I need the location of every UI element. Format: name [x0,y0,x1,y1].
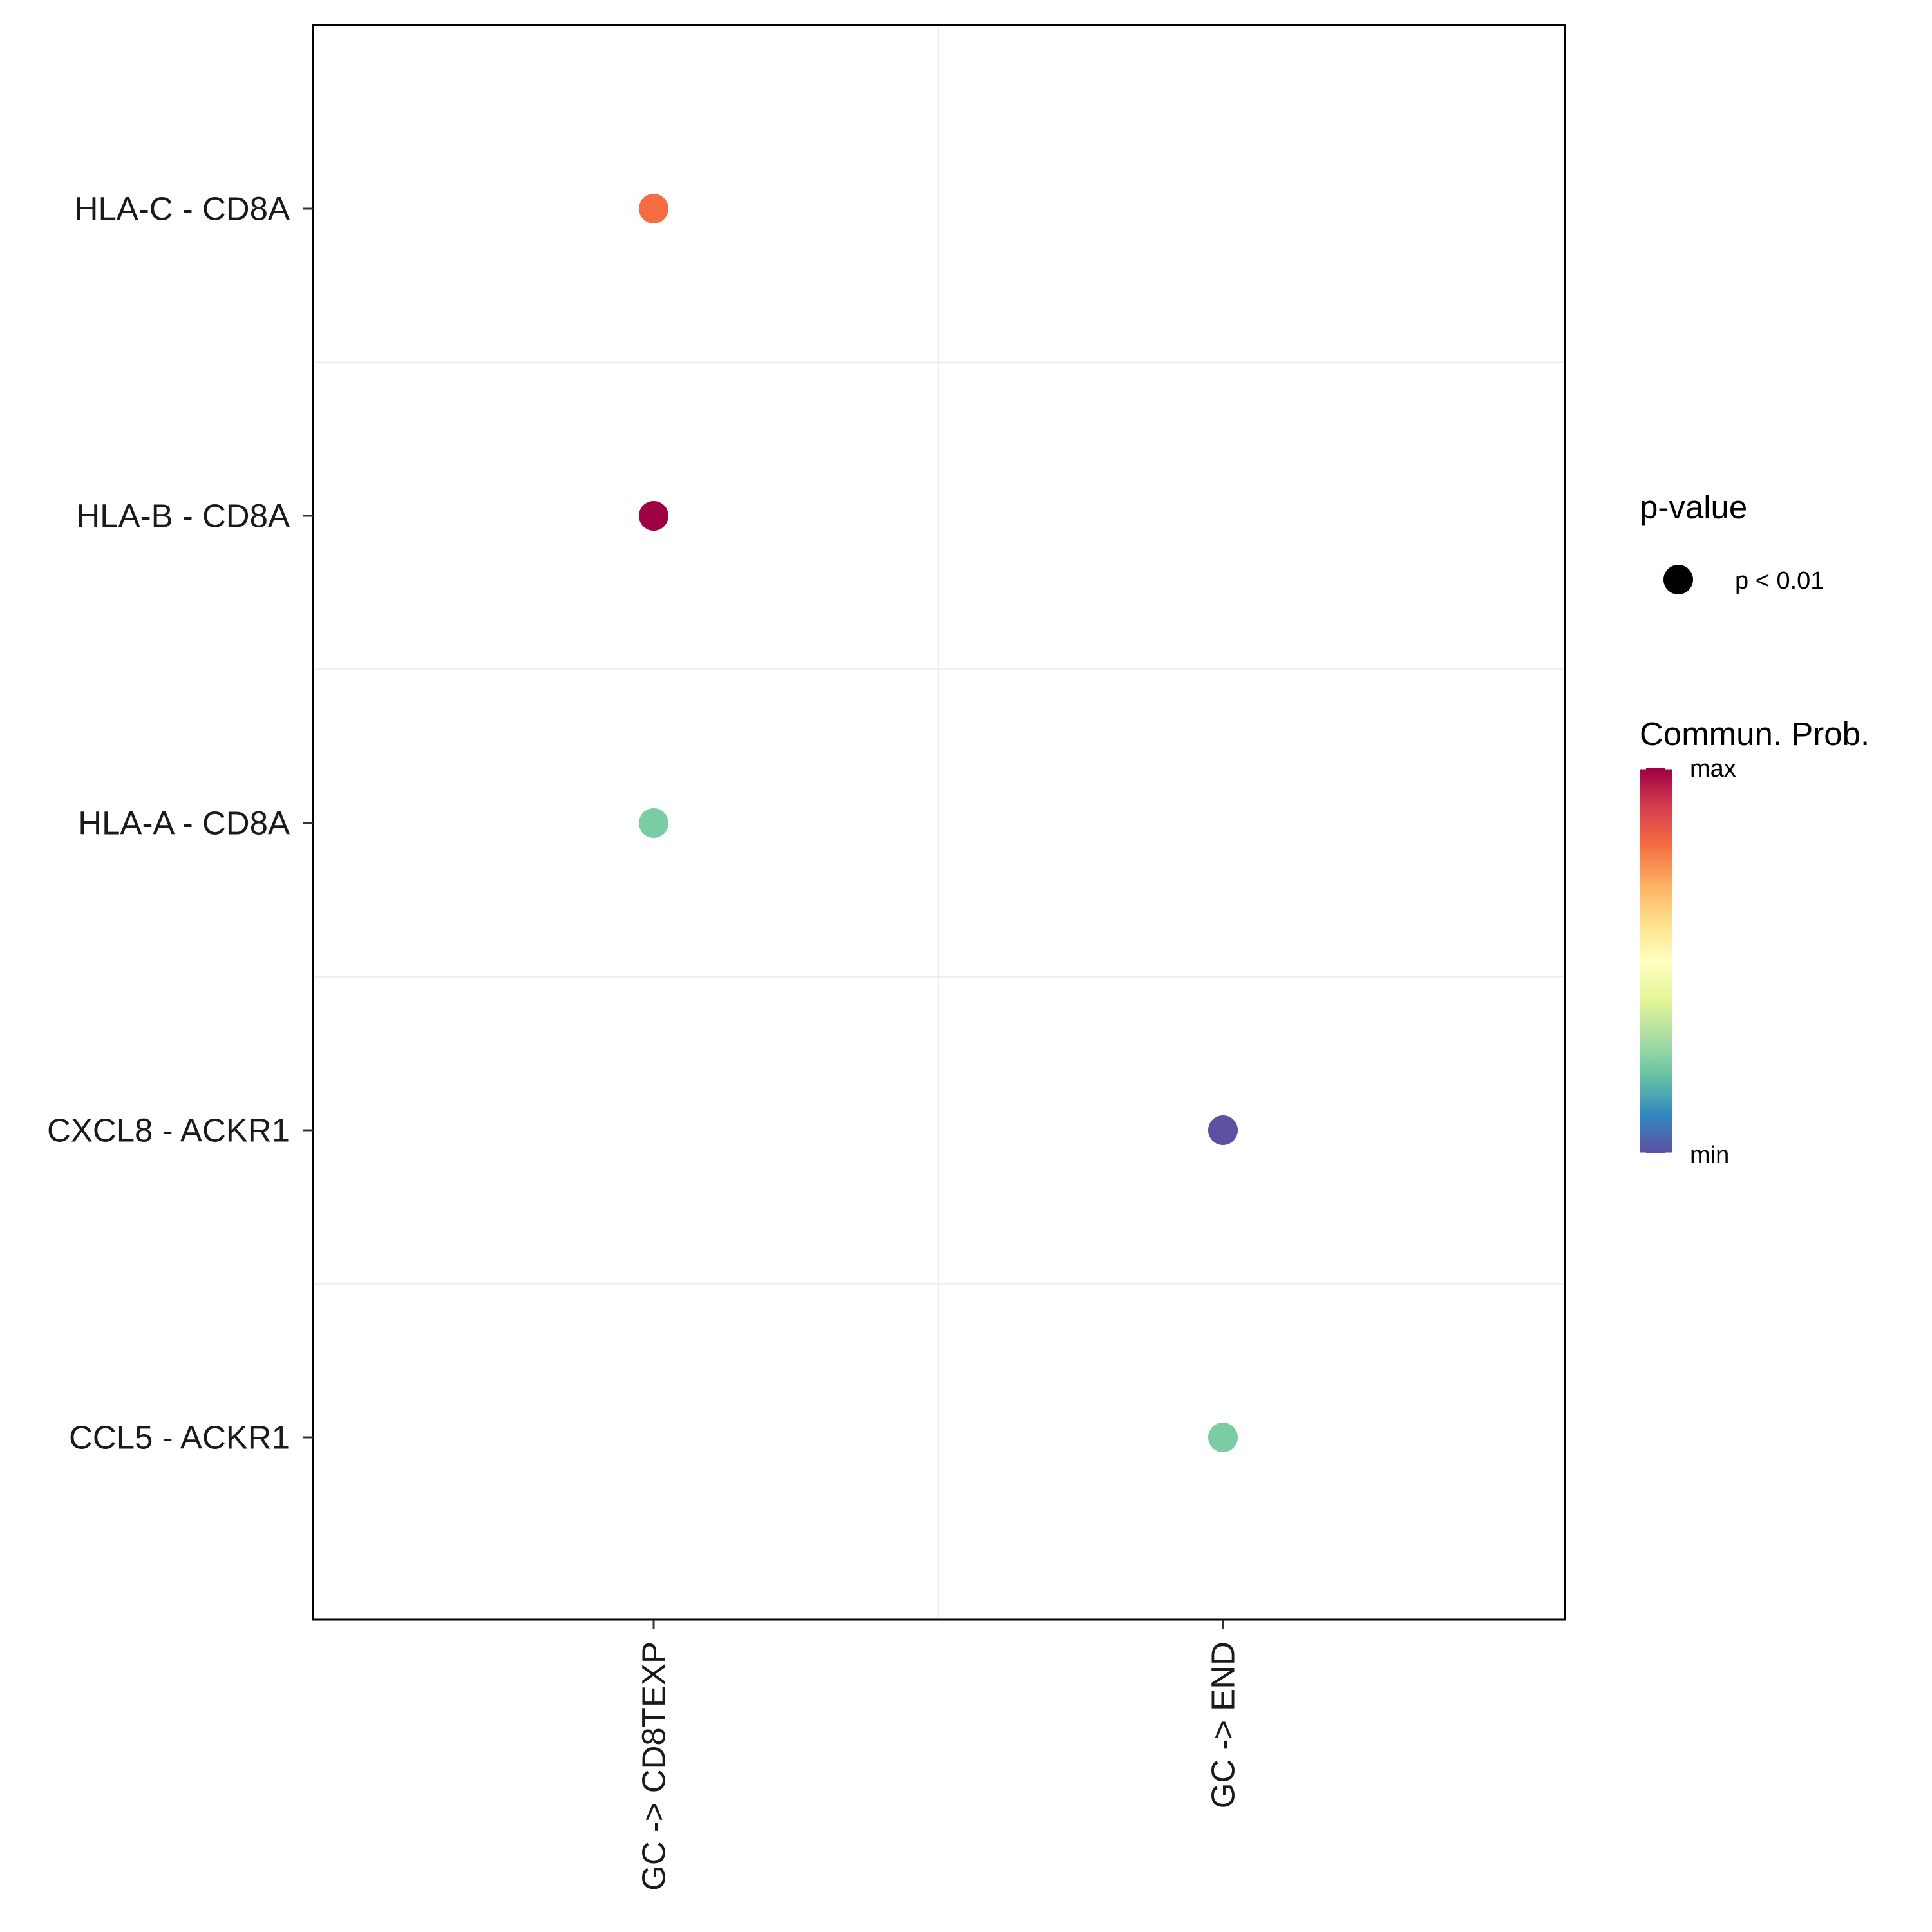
commun-prob-colorbar [1640,768,1672,1153]
colorbar-min-label: min [1690,1142,1729,1169]
data-point [1208,1423,1238,1452]
plot-panel [312,24,1566,1621]
data-point [639,501,668,531]
colorbar-ticks [1640,767,1672,1155]
x-axis: GC -> CD8TEXP GC -> END [636,1620,1242,1891]
pvalue-legend-label: p < 0.01 [1735,567,1824,594]
commun-prob-legend: Commun. Prob. max min [1640,715,1870,1169]
pvalue-legend-dot [1663,565,1693,594]
x-tick-label: GC -> END [1205,1642,1242,1808]
commun-prob-legend-title: Commun. Prob. [1640,715,1870,752]
grid-lines [313,25,1565,1620]
x-tick-label: GC -> CD8TEXP [636,1642,672,1891]
colorbar-max-label: max [1690,755,1736,782]
data-point [1208,1115,1238,1145]
pvalue-legend: p-value p < 0.01 [1640,489,1824,594]
data-points [639,194,1238,1452]
y-tick-label: CXCL8 - ACKR1 [47,1112,290,1149]
y-axis: HLA-C - CD8A HLA-B - CD8A HLA-A - CD8A CXCL… [47,191,313,1456]
data-point [639,194,668,223]
y-tick-label: CCL5 - ACKR1 [69,1419,290,1456]
data-point [639,808,668,838]
y-tick-label: HLA-A - CD8A [78,805,290,842]
pvalue-legend-title: p-value [1640,489,1747,526]
y-tick-label: HLA-C - CD8A [75,191,290,227]
y-tick-label: HLA-B - CD8A [76,498,290,535]
